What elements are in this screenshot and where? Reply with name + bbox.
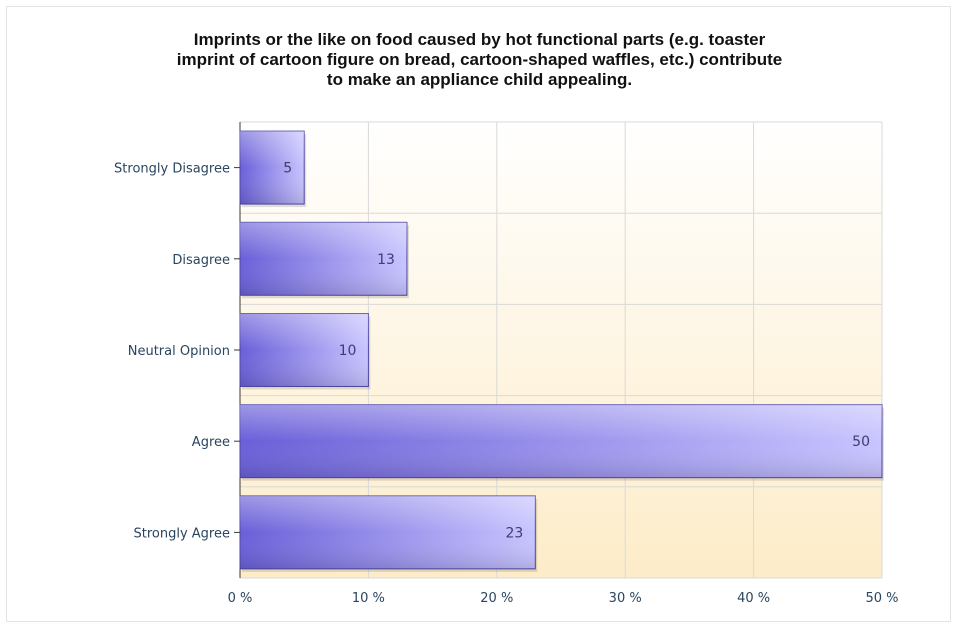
- bar-value-label: 10: [339, 343, 357, 359]
- bar-value-label: 13: [377, 252, 395, 268]
- x-tick-label: 40 %: [737, 591, 770, 606]
- x-tick-label: 30 %: [609, 591, 642, 606]
- y-category-label: Strongly Agree: [134, 526, 231, 541]
- bar-shine: [240, 404, 882, 478]
- y-category-label: Agree: [192, 435, 230, 450]
- chart-title-line-2: imprint of cartoon figure on bread, cart…: [176, 50, 783, 69]
- chart-title: Imprints or the like on food caused by h…: [0, 30, 959, 90]
- x-tick-label: 20 %: [480, 591, 513, 606]
- bar-shine: [240, 222, 407, 296]
- bar-shine: [240, 313, 369, 387]
- chart-title-line-1: Imprints or the like on food caused by h…: [193, 30, 766, 49]
- y-category-label: Disagree: [172, 253, 230, 268]
- bar-value-label: 23: [505, 525, 523, 541]
- y-category-label: Strongly Disagree: [114, 162, 230, 177]
- chart-title-line-3: to make an appliance child appealing.: [326, 70, 633, 89]
- y-category-label: Neutral Opinion: [128, 344, 230, 359]
- x-tick-label: 50 %: [865, 591, 898, 606]
- bar-value-label: 50: [852, 434, 870, 450]
- bar-value-label: 5: [283, 161, 292, 177]
- x-tick-label: 10 %: [352, 591, 385, 606]
- bar-shine: [240, 131, 305, 205]
- x-tick-label: 0 %: [228, 591, 253, 606]
- bar-shine: [240, 495, 536, 569]
